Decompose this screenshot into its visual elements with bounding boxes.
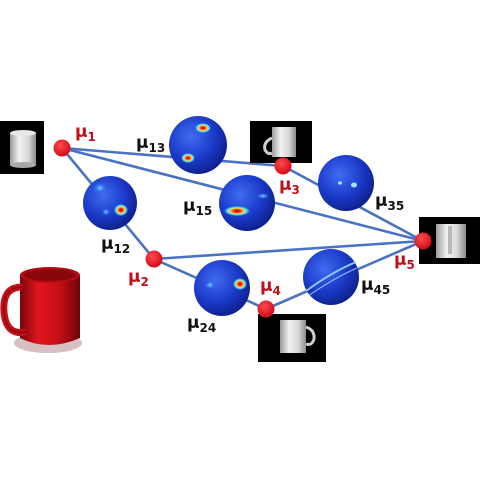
thumb-mu5 [419,217,480,264]
graph-nodes [53,139,432,318]
thumb-mu3 [250,121,312,163]
sphere-mu35 [318,155,374,211]
sphere-mu13 [169,116,227,174]
label-mu35: μ35 [375,191,404,213]
label-mu13: μ13 [136,133,165,155]
label-mu3: μ3 [279,175,300,197]
edge-2-5 [153,239,424,261]
sphere-mu24 [194,260,250,316]
sphere-mu15 [219,175,275,231]
thumb-mu1 [0,121,44,174]
label-mu24: μ24 [187,313,216,335]
sphere-mu45 [303,249,359,305]
sphere-mu12 [83,176,137,230]
label-mu5: μ5 [394,250,415,272]
node-mu3 [274,157,292,175]
label-mu4: μ4 [260,276,281,298]
red-mug-icon [0,267,82,353]
node-mu2 [145,250,163,268]
label-mu1: μ1 [75,122,96,144]
thumb-mu4 [258,314,326,362]
label-mu2: μ2 [128,267,149,289]
label-mu45: μ45 [361,275,390,297]
node-mu4 [257,300,275,318]
label-mu15: μ15 [183,196,212,218]
node-mu1 [53,139,71,157]
node-mu5 [414,232,432,250]
label-mu12: μ12 [101,234,130,256]
